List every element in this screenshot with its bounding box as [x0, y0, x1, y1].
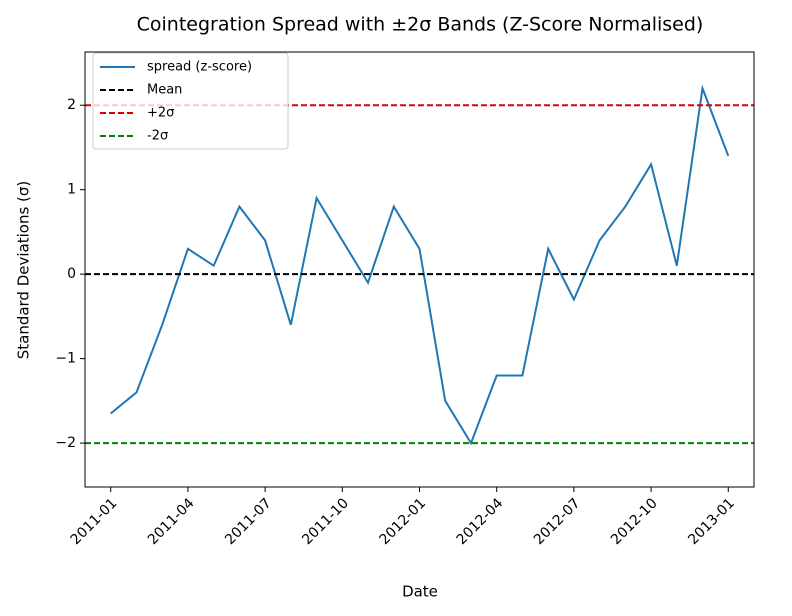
chart-title: Cointegration Spread with ±2σ Bands (Z-S…: [137, 14, 704, 36]
y-tick-label: −2: [55, 435, 76, 451]
legend-label: spread (z-score): [147, 60, 252, 75]
x-tick-label: 2011-10: [299, 495, 352, 548]
x-tick-label: 2013-01: [685, 495, 738, 548]
x-axis-label: Date: [402, 583, 438, 601]
x-tick-label: 2011-07: [222, 495, 275, 548]
legend-label: +2σ: [147, 106, 174, 121]
y-tick-label: 0: [67, 266, 76, 282]
x-tick-label: 2011-04: [145, 495, 198, 548]
x-tick-label: 2012-10: [608, 495, 661, 548]
x-tick-label: 2011-01: [68, 495, 121, 548]
y-tick-label: 1: [67, 182, 76, 198]
legend-label: -2σ: [147, 129, 168, 144]
spread-line: [110, 84, 730, 446]
y-tick-label: 2: [67, 97, 76, 113]
legend-box: [92, 52, 289, 150]
y-axis-label: Standard Deviations (σ): [15, 181, 33, 360]
legend-label: Mean: [147, 83, 182, 98]
x-tick-label: 2012-01: [376, 495, 429, 548]
plot-frame: [84, 51, 755, 488]
y-tick-label: −1: [55, 351, 76, 367]
x-tick-label: 2012-07: [531, 495, 584, 548]
x-tick-label: 2012-04: [454, 495, 507, 548]
